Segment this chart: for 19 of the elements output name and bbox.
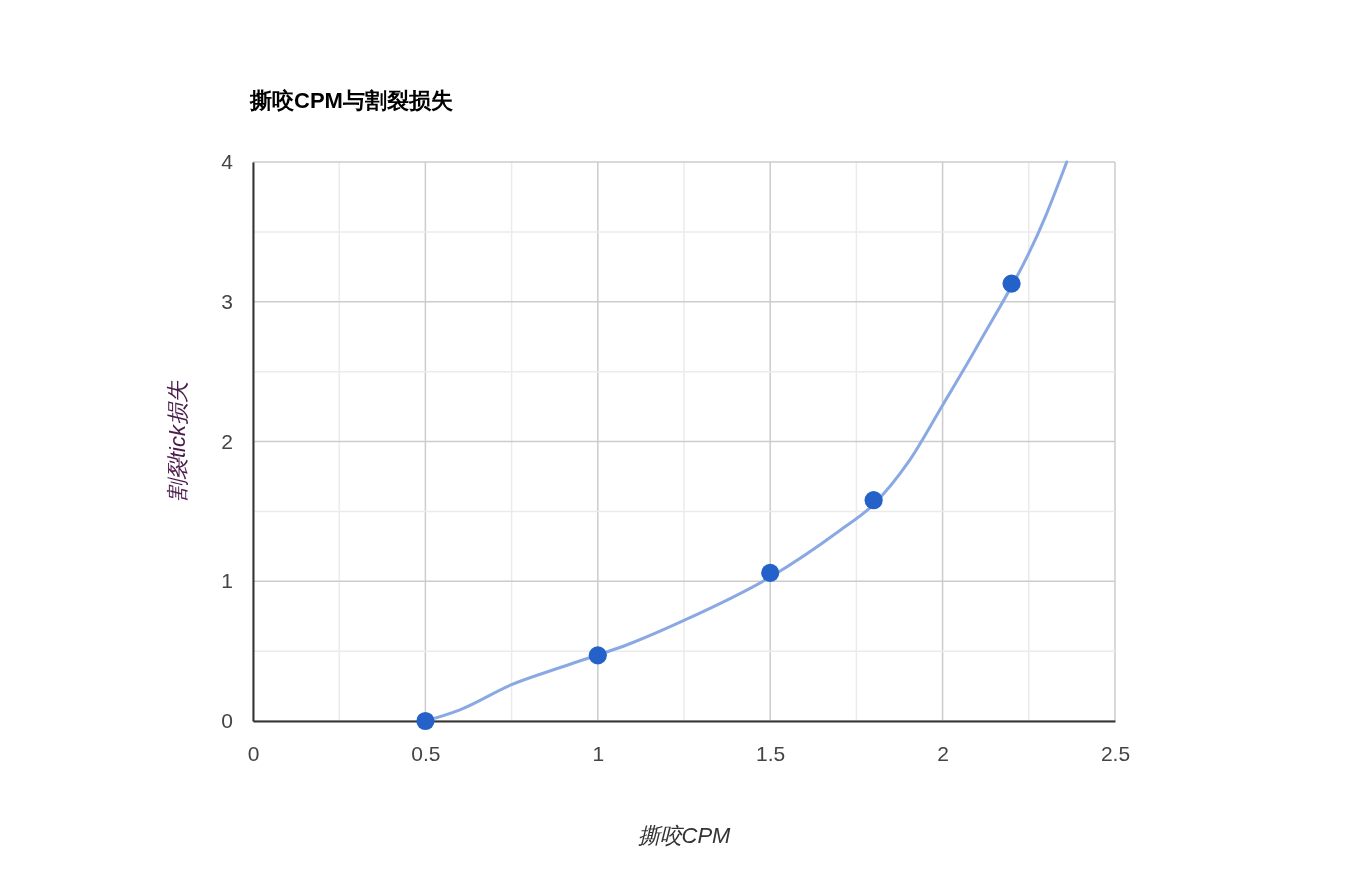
point bbox=[588, 646, 607, 665]
y-tick-label: 2 bbox=[221, 429, 233, 453]
x-tick-label: 1 bbox=[592, 741, 605, 765]
x-axis-title: 撕咬CPM bbox=[637, 823, 732, 848]
x-tick-label: 1.5 bbox=[756, 741, 786, 765]
point bbox=[761, 563, 780, 582]
y-axis-title: 割裂tick损失 bbox=[165, 380, 190, 502]
x-tick-label: 2.5 bbox=[1100, 741, 1131, 765]
point bbox=[1002, 274, 1021, 293]
y-tick-label: 3 bbox=[221, 289, 233, 313]
point bbox=[864, 491, 883, 510]
x-tick-label: 2 bbox=[937, 741, 949, 765]
chart-title: 撕咬CPM与割裂损失 bbox=[249, 88, 453, 113]
x-tick-label: 0.5 bbox=[411, 741, 441, 765]
x-tick-label: 0 bbox=[247, 741, 260, 765]
y-tick-label: 4 bbox=[221, 150, 234, 174]
point bbox=[416, 711, 435, 731]
y-tick-label: 1 bbox=[221, 569, 233, 593]
y-tick-label: 0 bbox=[221, 709, 233, 733]
